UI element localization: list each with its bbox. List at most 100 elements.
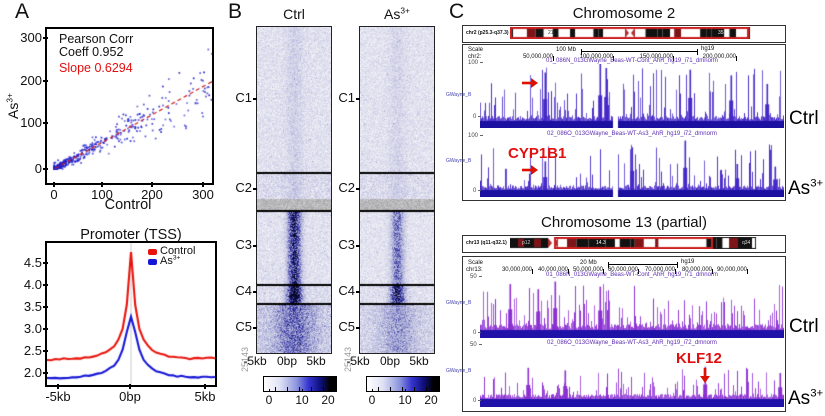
panel-c-label: C [449, 0, 465, 23]
scatter-y-axis-label: As3+ [4, 76, 21, 136]
chr13-ctrl-track-canvas [480, 279, 784, 338]
chr13-coord-50m: 50,000,000 [555, 267, 604, 274]
hm2-xtick-0bp: 0bp [379, 354, 401, 368]
chr13-track2-ymin: 0 [473, 398, 481, 405]
chr2-band-label-35: 35 [718, 30, 724, 36]
heatmap-col1-header: Ctrl [283, 6, 305, 22]
chr13-band-label-p12: p12 [522, 240, 531, 246]
cluster-label-c3: C3 [226, 237, 257, 252]
chr13-ctrl-label: Ctrl [789, 316, 819, 337]
heatmap-as3-canvas [360, 27, 434, 353]
red-arrow-down-icon [700, 368, 710, 383]
chr2-band-label-21: 21 [548, 30, 554, 36]
chr13-title: Chromosome 13 (partial) [541, 214, 707, 231]
promoter-plot-canvas [47, 243, 215, 385]
scatter-x-axis-label: Control [104, 197, 152, 213]
promoter-ytick-20: 2.0 [12, 365, 48, 380]
cluster-label-c5: C5 [226, 319, 257, 334]
chr2-track1-side-tag: GWayne_B [446, 92, 472, 98]
chr2-ctrl-track-canvas [480, 64, 784, 128]
colorbar-ctrl [263, 376, 337, 392]
chr2-as3-label-sup: 3+ [810, 177, 824, 190]
legend-as3-base: As [160, 255, 173, 267]
legend-label-as3: As3+ [160, 255, 180, 267]
chr13-track1-ymin: 0 [473, 330, 481, 337]
cluster-label-c2: C2 [226, 180, 257, 195]
chr2-gene-label-cyp1b1: CYP1B1 [508, 145, 567, 162]
scatter-plot-frame [45, 27, 214, 185]
cbar1-tick-10: 10 [290, 389, 314, 407]
heatmap-ctrl-canvas [257, 27, 331, 353]
colorbar-as3-ticks [367, 387, 439, 391]
chr13-coord-30m: 30,000,000 [484, 267, 533, 274]
chr13-scale-value: 20 Mb [580, 260, 597, 266]
promoter-xtick-0bp: 0bp [110, 384, 150, 404]
chr13-as3-label-base: As [788, 388, 811, 409]
colorbar-ctrl-ticks [264, 387, 336, 391]
heatmap-ctrl-frame [256, 26, 332, 354]
pearson-annotation-line1: Pearson Corr [59, 32, 134, 46]
legend-label-control: Control [160, 245, 196, 257]
heatmap-col2-sup: 3+ [400, 5, 410, 16]
legend-swatch-as3 [148, 259, 157, 265]
cbar2-tick-20: 20 [419, 389, 443, 407]
cluster-label-c2-as3: C2 [329, 180, 360, 195]
scatter-ytick-200: 200 [12, 73, 48, 88]
scatter-ylabel-base: As [5, 102, 21, 119]
chr13-as3-label: As3+ [788, 388, 823, 410]
cluster-label-c4-as3: C4 [329, 283, 360, 298]
chr13-coord-70m: 70,000,000 [627, 267, 676, 274]
chr2-track2-ymax: 100 [468, 133, 483, 140]
promoter-xtick-m5kb: -5kb [38, 384, 78, 404]
chr2-coord-100m: 100,000,000 [565, 54, 614, 61]
hm1-xtick-0bp: 0bp [276, 354, 298, 368]
legend-as3-sup: 3+ [172, 254, 181, 262]
promoter-ytick-40: 4.0 [12, 277, 48, 292]
cbar1-tick-0: 0 [257, 389, 281, 407]
chr13-as3-label-sup: 3+ [810, 387, 824, 400]
chr13-ideogram-label: chr13 (q11-q32.1) [466, 240, 507, 246]
promoter-ytick-35: 3.5 [12, 299, 48, 314]
chr13-band-label-143: 14.3 [596, 240, 606, 246]
legend-swatch-control [148, 249, 157, 255]
hm2-xtick-5kb: 5kb [409, 354, 429, 368]
cluster-label-c1: C1 [226, 90, 257, 105]
promoter-plot-frame [45, 241, 217, 387]
pearson-annotation-line2: Coeff 0.952 [59, 45, 124, 59]
chr13-ideogram-canvas [510, 237, 757, 249]
chr2-as3-label-base: As [788, 178, 811, 199]
hm1-xtick-m5kb: -5kb [243, 354, 267, 368]
chr2-track1-title: 01_086N_013GWayne_Beas-WT-Cont_AhR_hg19_… [546, 58, 718, 64]
chr13-track1-side-tag: GWayne_B [446, 300, 472, 306]
chr13-track1-title: 01_086N_013GWayne_Beas-WT-Cont_AhR_hg19_… [546, 272, 718, 278]
promoter-xtick-5kb: 5kb [185, 384, 225, 404]
red-arrow-right-icon [522, 165, 538, 175]
colorbar-as3 [366, 376, 440, 392]
heatmap-col2-header: As3+ [375, 6, 419, 22]
chr13-coord-label: chr13: [466, 267, 483, 273]
scatter-ytick-300: 300 [12, 30, 48, 45]
heatmap-as3-frame [359, 26, 435, 354]
panel-b-label: B [228, 0, 243, 23]
heatmap-col2-base: As [384, 6, 401, 22]
cbar2-tick-10: 10 [393, 389, 417, 407]
chr2-ideogram-label: chr2 (p25.3-q37.3) [466, 30, 509, 36]
chr13-scale-label: Scale [468, 260, 484, 266]
chr2-scale-line [581, 49, 698, 55]
chr13-coord-60m: 60,000,000 [590, 267, 639, 274]
chr13-coord-80m: 80,000,000 [664, 267, 713, 274]
scatter-ytick-100: 100 [12, 115, 48, 130]
chr2-track1-ymax: 100 [468, 60, 483, 67]
cluster-label-c4: C4 [226, 283, 257, 298]
chr13-track2-ymax: 50 [470, 342, 482, 349]
chr2-coord-200m: 200,000,000 [688, 54, 737, 61]
chr13-coord-90m: 90,000,000 [699, 267, 748, 274]
chr2-assembly: hg19 [701, 46, 715, 52]
chr2-coord-label: chr2: [468, 54, 482, 60]
scatter-ylabel-sup: 3+ [4, 93, 15, 103]
chr2-track2-title: 02_086O_013GWayne_Beas-WT-As3_AhR_hg19_i… [547, 131, 717, 137]
chr2-track2-side-tag: GWayne_B [446, 158, 472, 164]
cbar2-tick-0: 0 [360, 389, 384, 407]
scatter-xtick-200: 200 [132, 182, 172, 202]
chr13-track1-ymax: 50 [470, 274, 482, 281]
